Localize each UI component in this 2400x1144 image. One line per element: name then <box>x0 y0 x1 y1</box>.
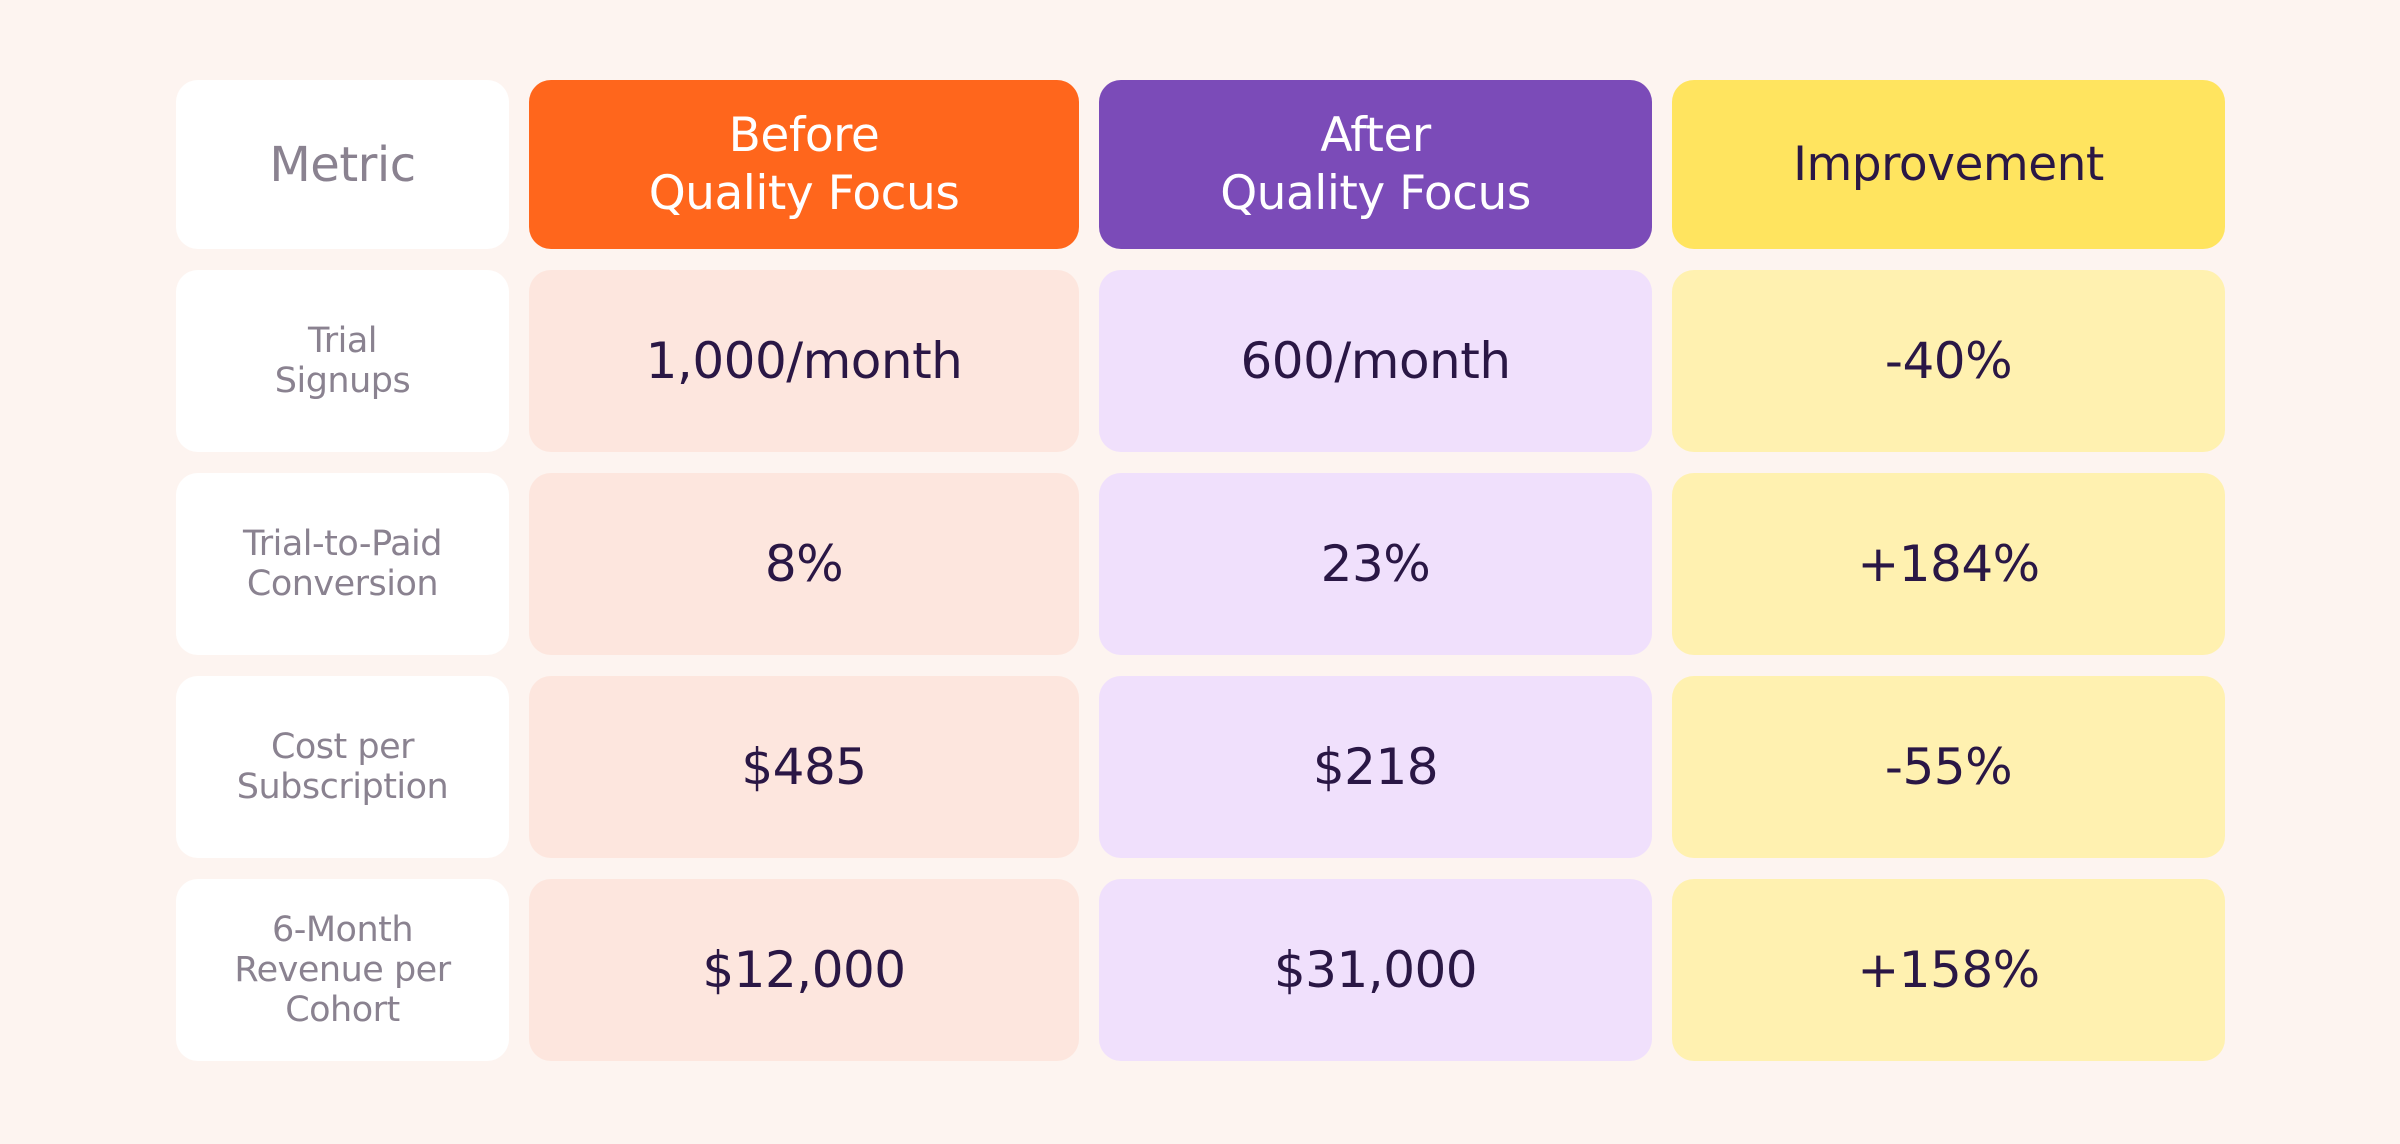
row-label-revenue-per-cohort: 6-Month Revenue per Cohort <box>176 879 509 1061</box>
header-improvement: Improvement <box>1672 80 2225 249</box>
cell-after-conversion: 23% <box>1099 473 1652 655</box>
cell-after-revenue-per-cohort: $31,000 <box>1099 879 1652 1061</box>
cell-improvement-conversion: +184% <box>1672 473 2225 655</box>
header-after: After Quality Focus <box>1099 80 1652 249</box>
cell-after-trial-signups: 600/month <box>1099 270 1652 452</box>
cell-before-conversion: 8% <box>529 473 1079 655</box>
header-metric: Metric <box>176 80 509 249</box>
row-label-cost-per-subscription: Cost per Subscription <box>176 676 509 858</box>
cell-after-cost-per-subscription: $218 <box>1099 676 1652 858</box>
cell-before-trial-signups: 1,000/month <box>529 270 1079 452</box>
cell-improvement-cost-per-subscription: -55% <box>1672 676 2225 858</box>
header-before: Before Quality Focus <box>529 80 1079 249</box>
cell-before-cost-per-subscription: $485 <box>529 676 1079 858</box>
cell-improvement-revenue-per-cohort: +158% <box>1672 879 2225 1061</box>
cell-improvement-trial-signups: -40% <box>1672 270 2225 452</box>
row-label-trial-signups: Trial Signups <box>176 270 509 452</box>
cell-before-revenue-per-cohort: $12,000 <box>529 879 1079 1061</box>
row-label-conversion: Trial-to-Paid Conversion <box>176 473 509 655</box>
comparison-table: Metric Before Quality Focus After Qualit… <box>176 80 2225 1061</box>
